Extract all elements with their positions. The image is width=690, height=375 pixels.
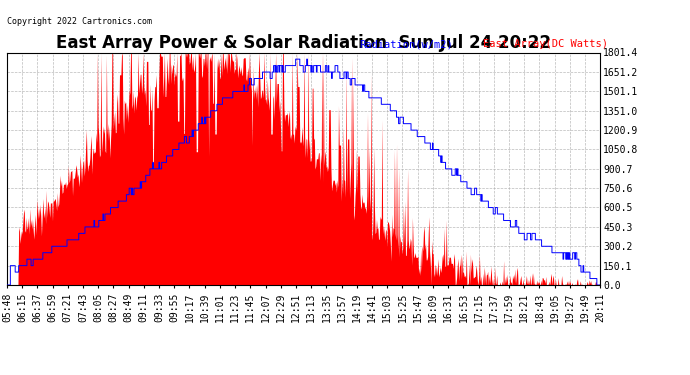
- Text: East Array(DC Watts): East Array(DC Watts): [483, 39, 608, 50]
- Title: East Array Power & Solar Radiation  Sun Jul 24 20:22: East Array Power & Solar Radiation Sun J…: [56, 34, 551, 53]
- Text: Radiation(w/m2): Radiation(w/m2): [359, 39, 453, 50]
- Text: Copyright 2022 Cartronics.com: Copyright 2022 Cartronics.com: [7, 17, 152, 26]
